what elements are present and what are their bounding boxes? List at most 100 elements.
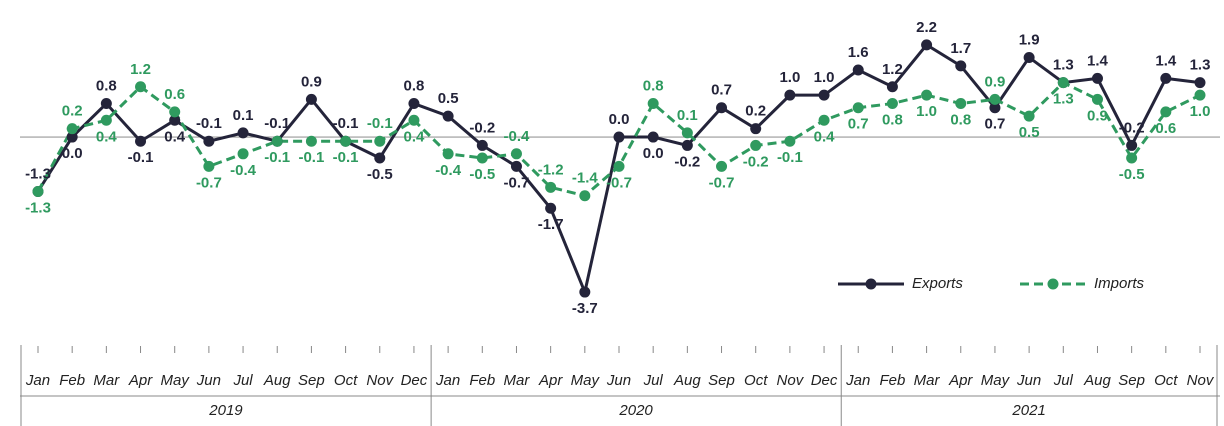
x-tick-label: Mar: [914, 372, 941, 389]
data-label: -1.7: [538, 216, 564, 233]
data-label: 0.7: [711, 82, 732, 99]
x-tick-label: May: [161, 372, 191, 389]
point: [305, 135, 317, 147]
point: [374, 135, 386, 147]
data-label: 1.2: [130, 61, 151, 78]
data-label: 0.6: [1155, 120, 1176, 137]
data-label: 1.7: [950, 40, 971, 57]
point: [1091, 72, 1103, 84]
point: [66, 131, 78, 143]
x-tick-label: Sep: [298, 372, 325, 389]
point: [750, 123, 762, 135]
x-tick-label: Mar: [504, 372, 531, 389]
point: [408, 98, 420, 110]
data-label: 0.5: [1019, 124, 1040, 141]
x-tick-label: Dec: [401, 372, 428, 389]
data-label: 0.9: [1087, 107, 1108, 124]
data-label: -0.4: [230, 162, 257, 179]
data-label: -0.5: [469, 166, 495, 183]
point: [271, 135, 283, 147]
point: [716, 160, 728, 172]
point: [613, 131, 625, 143]
x-tick-label: Aug: [1083, 372, 1111, 389]
data-label: 1.0: [1190, 103, 1211, 120]
x-tick-label: Oct: [334, 372, 358, 389]
data-label: 0.1: [677, 107, 698, 124]
point: [784, 135, 796, 147]
data-label: -0.1: [333, 115, 359, 132]
data-label: -1.3: [25, 199, 51, 216]
x-tick-label: Oct: [744, 372, 768, 389]
point: [1057, 77, 1069, 89]
point: [203, 135, 215, 147]
data-label: -0.7: [709, 174, 735, 191]
data-label: -1.3: [25, 165, 51, 182]
point: [169, 106, 181, 118]
x-tick-label: Nov: [1187, 372, 1215, 389]
data-label: 0.8: [404, 78, 425, 95]
data-label: 0.8: [643, 78, 664, 95]
point: [1091, 93, 1103, 105]
x-tick-label: May: [571, 372, 601, 389]
data-label: -0.1: [367, 115, 393, 132]
x-tick-label: Jun: [606, 372, 631, 389]
point: [613, 160, 625, 172]
point: [989, 93, 1001, 105]
point: [955, 60, 967, 72]
point: [681, 127, 693, 139]
x-tick-label: Jul: [643, 372, 664, 389]
point: [476, 139, 488, 151]
data-label: -0.2: [743, 153, 769, 170]
x-tick-label: Apr: [128, 372, 153, 389]
data-label: 0.8: [96, 78, 117, 95]
x-tick-label: Sep: [708, 372, 735, 389]
x-tick-label: Feb: [59, 372, 85, 389]
point: [135, 135, 147, 147]
data-label: 1.3: [1190, 57, 1211, 74]
point: [647, 98, 659, 110]
point: [1194, 89, 1206, 101]
x-tick-label: Aug: [673, 372, 701, 389]
data-label: -0.2: [674, 153, 700, 170]
x-tick-label: Jan: [435, 372, 460, 389]
point: [921, 89, 933, 101]
point: [579, 286, 591, 298]
point: [135, 81, 147, 93]
data-label: 0.8: [950, 112, 971, 129]
data-label: 0.4: [814, 128, 836, 145]
data-label: 1.9: [1019, 31, 1040, 48]
point: [886, 81, 898, 93]
point: [1194, 77, 1206, 89]
point: [1160, 106, 1172, 118]
point: [442, 110, 454, 122]
data-label: -0.7: [504, 174, 530, 191]
point: [989, 102, 1001, 114]
x-tick-label: Dec: [811, 372, 838, 389]
point: [818, 114, 830, 126]
data-label: -0.1: [333, 149, 359, 166]
data-label: -1.4: [572, 170, 599, 187]
point: [1023, 110, 1035, 122]
x-tick-label: May: [981, 372, 1011, 389]
legend-label: Imports: [1094, 275, 1145, 292]
group-label: 2020: [618, 402, 653, 419]
point: [374, 152, 386, 164]
point: [340, 135, 352, 147]
point: [955, 98, 967, 110]
data-label: -0.1: [298, 149, 324, 166]
point: [169, 114, 181, 126]
group-label: 2019: [208, 402, 243, 419]
x-tick-label: Nov: [777, 372, 805, 389]
point: [203, 160, 215, 172]
data-label: -0.4: [435, 162, 462, 179]
point: [1126, 152, 1138, 164]
data-label: 0.4: [96, 128, 118, 145]
x-tick-label: Feb: [469, 372, 495, 389]
x-tick-label: Jul: [232, 372, 253, 389]
x-tick-label: Feb: [879, 372, 905, 389]
data-label: 2.2: [916, 19, 937, 36]
data-label: -0.7: [196, 174, 222, 191]
data-label: 0.7: [848, 116, 869, 133]
point: [647, 131, 659, 143]
point: [784, 89, 796, 101]
